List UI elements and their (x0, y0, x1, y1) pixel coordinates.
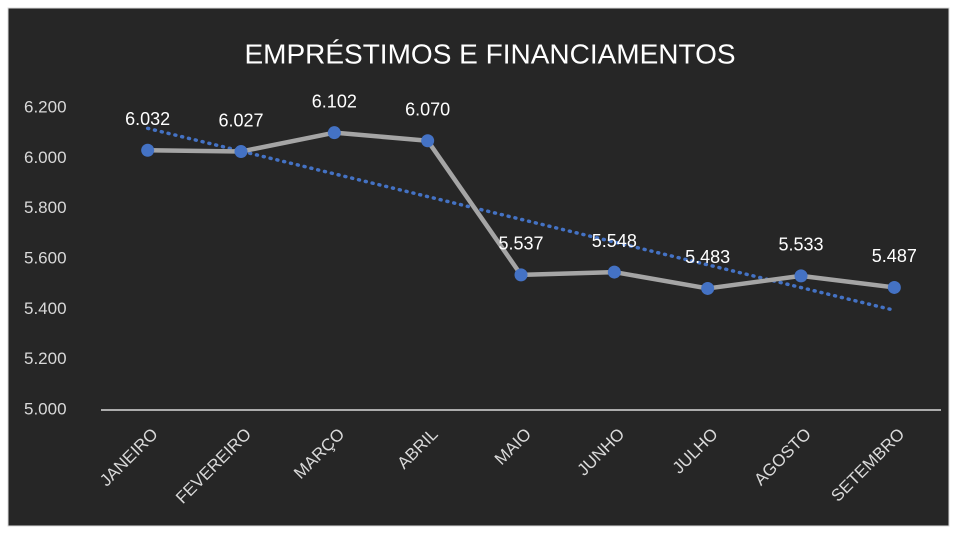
marker (887, 280, 901, 294)
marker (421, 134, 435, 148)
data-label: 5.537 (498, 234, 543, 254)
data-label: 5.483 (685, 247, 730, 267)
y-tick-label: 5.000 (24, 399, 67, 418)
y-tick-label: 5.200 (24, 349, 67, 368)
marker (234, 145, 248, 159)
marker (514, 268, 528, 282)
chart-background (7, 7, 950, 527)
data-label: 5.487 (872, 246, 917, 266)
y-tick-label: 5.600 (24, 248, 67, 267)
data-label: 5.548 (592, 231, 637, 251)
y-tick-label: 6.200 (24, 97, 67, 116)
marker (327, 126, 341, 140)
y-tick-label: 5.800 (24, 198, 67, 217)
chart-title: EMPRÉSTIMOS E FINANCIAMENTOS (244, 38, 735, 69)
marker (141, 143, 155, 157)
data-label: 6.027 (218, 110, 263, 130)
data-label: 5.533 (778, 235, 823, 255)
trendline (145, 126, 897, 313)
data-label: 6.032 (125, 109, 170, 129)
marker (607, 265, 621, 279)
marker (701, 281, 715, 295)
y-tick-label: 5.400 (24, 299, 67, 318)
y-tick-label: 6.000 (24, 148, 67, 167)
data-label: 6.102 (312, 91, 357, 111)
marker (794, 269, 808, 283)
data-label: 6.070 (405, 99, 450, 119)
